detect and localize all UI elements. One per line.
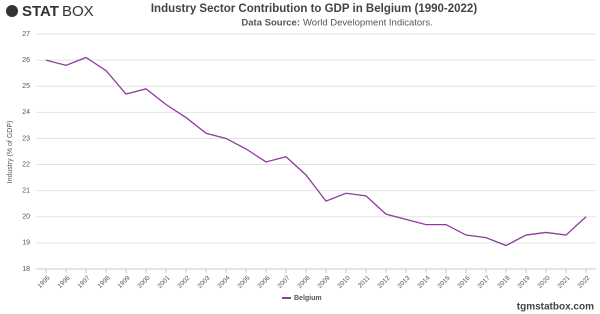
y-tick-label: 24 [22,109,30,116]
x-tick-label: 2020 [536,274,551,289]
logo-light: BOX [62,3,94,20]
y-tick-label: 25 [22,83,30,90]
y-tick-label: 23 [22,135,30,142]
logo: STAT BOX [6,3,94,20]
y-tick-label: 19 [22,240,30,247]
y-tick-label: 22 [22,161,30,168]
x-tick-label: 2003 [196,274,211,289]
x-tick-label: 2008 [296,274,311,289]
y-tick-label: 20 [22,214,30,221]
x-tick-label: 2016 [456,274,471,289]
x-tick-label: 2012 [376,274,391,289]
x-tick-label: 2017 [476,274,491,289]
x-tick-label: 2004 [216,274,231,289]
x-tick-label: 2021 [556,274,571,289]
line [45,56,587,247]
footer: tgmstatbox.com [517,302,594,313]
x-tick-label: 2019 [516,274,531,289]
x-tick-label: 2014 [416,274,431,289]
x-tick-label: 2015 [436,274,451,289]
legend-label[interactable]: Belgium [294,295,322,302]
logo-bold: STAT [22,3,59,20]
x-tick-label: 2007 [276,274,291,289]
x-tick-label: 1999 [116,274,131,289]
x-tick-label: 2005 [236,274,251,289]
y-tick-label: 21 [22,188,30,195]
x-tick-label: 1995 [36,274,51,289]
x-tick-label: 2022 [576,274,591,289]
y-tick-label: 18 [22,266,30,273]
source-label: Data Source: [241,18,300,29]
x-tick-label: 2009 [316,274,331,289]
y-tick-label: 27 [22,31,30,38]
y-axis-label: Industry (% of GDP) [7,121,14,184]
x-tick-label: 2010 [336,274,351,289]
x-tick-label: 1996 [56,274,71,289]
x-tick-label: 1997 [76,274,91,289]
logo-icon [6,5,18,17]
x-tick-label: 2013 [396,274,411,289]
x-tick-label: 2018 [496,274,511,289]
x-tick-label: 2011 [357,274,372,289]
x-tick-label: 2000 [136,274,151,289]
x-tick-label: 2006 [256,274,271,289]
y-tick-label: 26 [22,57,30,64]
x-tick-label: 1998 [96,274,111,289]
chart-title: Industry Sector Contribution to GDP in B… [151,3,477,15]
source: World Development Indicators. [303,18,433,29]
x-tick-label: 2002 [176,274,191,289]
x-tick-label: 2001 [156,274,171,289]
